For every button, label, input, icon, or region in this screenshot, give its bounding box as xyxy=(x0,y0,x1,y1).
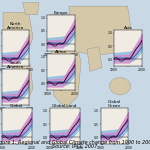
Polygon shape xyxy=(69,6,132,55)
Polygon shape xyxy=(51,39,81,108)
Polygon shape xyxy=(50,15,75,42)
Title: Europe: Europe xyxy=(54,11,68,15)
Text: Figure 1: Regional and Global Climate change from 1990 to 2000: Figure 1: Regional and Global Climate ch… xyxy=(0,140,150,145)
Polygon shape xyxy=(87,47,102,71)
Title: South
America: South America xyxy=(7,61,24,69)
Title: Global Land: Global Land xyxy=(52,104,77,108)
Polygon shape xyxy=(22,2,39,15)
Title: Global
Ocean: Global Ocean xyxy=(108,100,121,108)
Polygon shape xyxy=(12,64,33,105)
Ellipse shape xyxy=(110,78,130,95)
Title: Asia: Asia xyxy=(124,26,132,30)
Title: North
America: North America xyxy=(7,22,24,30)
Title: Global: Global xyxy=(10,104,23,108)
Title: Africa: Africa xyxy=(55,50,67,54)
Text: Source: IPCC 2007: Source: IPCC 2007 xyxy=(52,144,98,148)
Polygon shape xyxy=(3,12,33,64)
